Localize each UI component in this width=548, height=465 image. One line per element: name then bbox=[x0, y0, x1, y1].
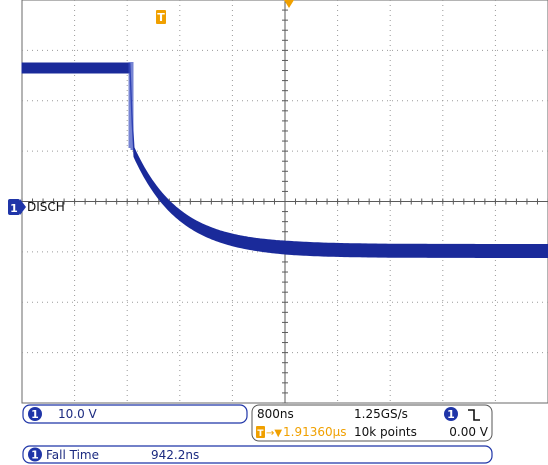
falling-edge-icon bbox=[468, 409, 480, 421]
time-per-division: 800ns bbox=[257, 407, 294, 421]
svg-text:T: T bbox=[157, 11, 165, 24]
trigger-position-marker[interactable] bbox=[284, 0, 294, 8]
vertical-scale: 10.0 V bbox=[58, 407, 98, 421]
trigger-source-badge bbox=[444, 407, 458, 421]
svg-text:T: T bbox=[257, 429, 264, 439]
measurement-value: 942.2ns bbox=[151, 448, 199, 462]
measurement-name: Fall Time bbox=[46, 448, 99, 462]
svg-text:1: 1 bbox=[447, 408, 455, 421]
record-length: 10k points bbox=[354, 425, 417, 439]
trigger-position-icon: T bbox=[156, 10, 166, 24]
channel-1-badge bbox=[28, 407, 42, 421]
svg-text:1: 1 bbox=[10, 202, 18, 215]
svg-text:1: 1 bbox=[31, 408, 39, 421]
graticule bbox=[21, 0, 548, 404]
channel-1-marker[interactable]: 1 bbox=[8, 199, 26, 215]
acquisition-readout[interactable]: 800ns 1.25GS/s 1 T →▼ 1.91360µs 10k poin… bbox=[251, 404, 493, 442]
channel-scale-readout[interactable]: 1 10.0 V bbox=[22, 404, 248, 424]
measurement-channel-badge bbox=[28, 447, 42, 462]
trigger-delay-icon: T →▼ bbox=[256, 426, 282, 439]
sample-rate: 1.25GS/s bbox=[354, 407, 408, 421]
svg-text:1: 1 bbox=[31, 449, 39, 462]
channel-1-label: DISCH bbox=[27, 200, 65, 214]
trigger-delay: 1.91360µs bbox=[283, 425, 347, 439]
trigger-level: 0.00 V bbox=[449, 425, 489, 439]
svg-text:→▼: →▼ bbox=[266, 428, 282, 439]
waveform-trace bbox=[21, 62, 548, 258]
measurement-readout[interactable]: 1 Fall Time 942.2ns bbox=[22, 445, 493, 464]
